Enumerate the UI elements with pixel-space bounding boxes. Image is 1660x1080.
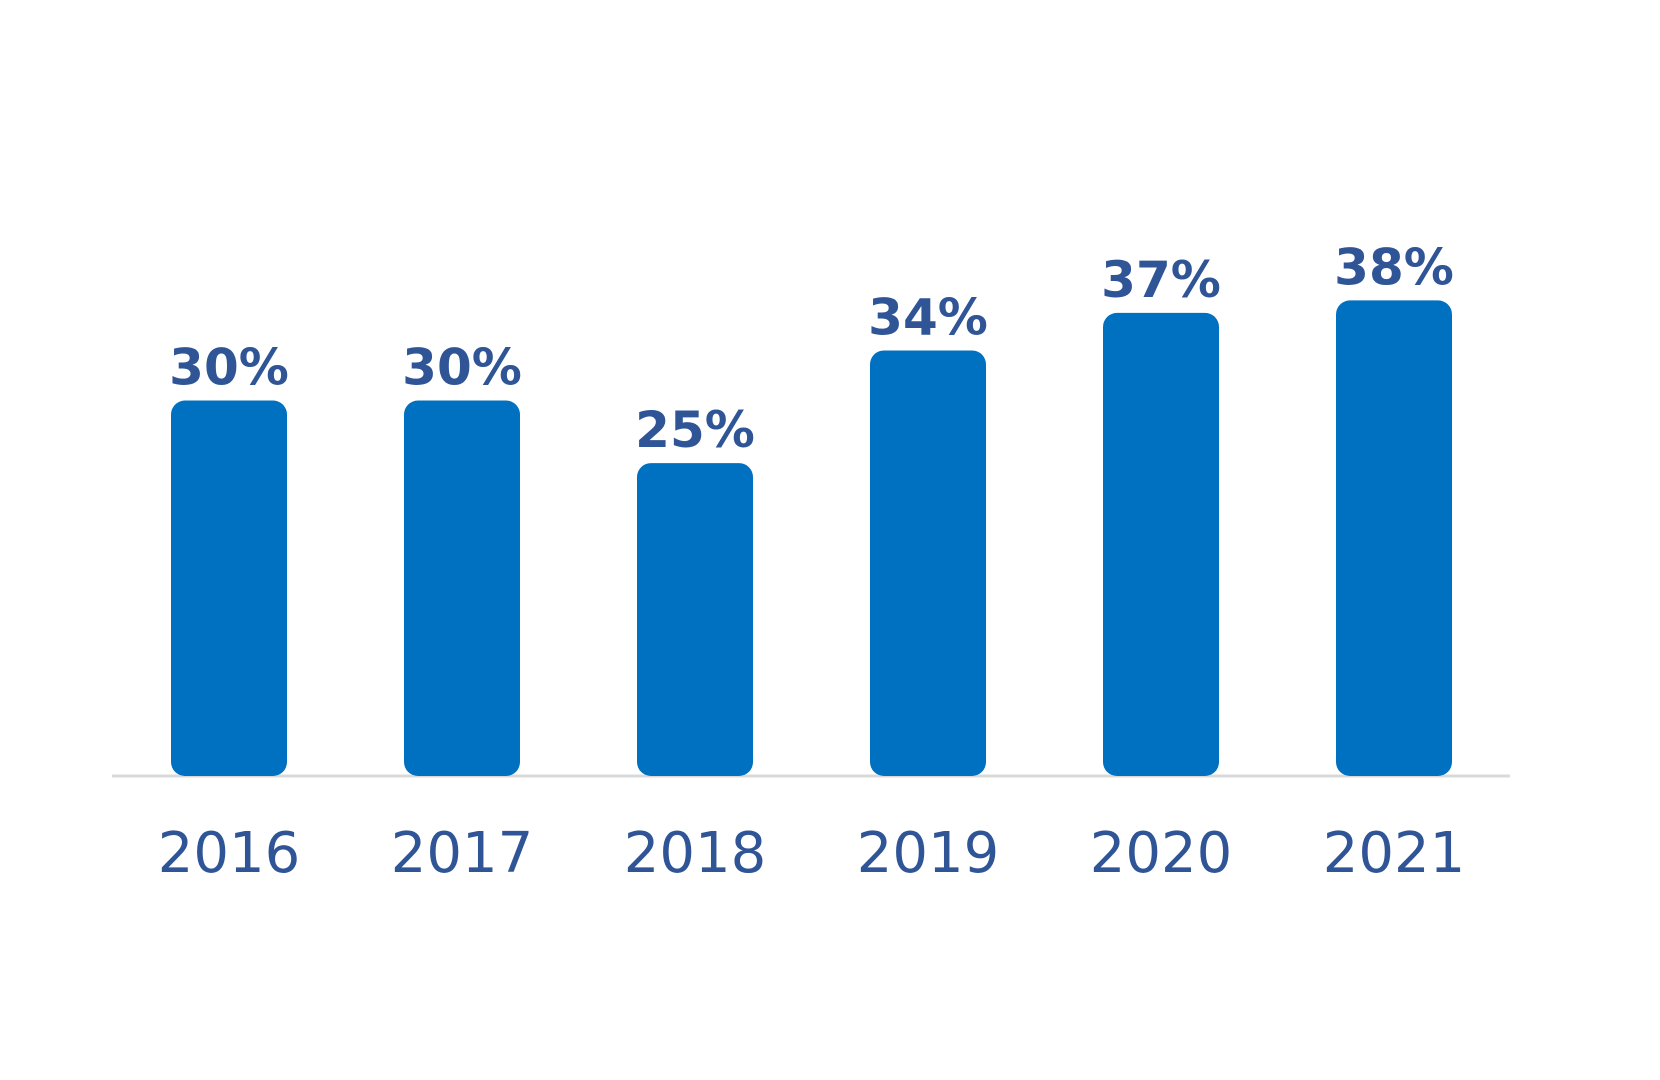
bars-group (171, 300, 1452, 776)
bar-2021 (1336, 300, 1452, 776)
bar-2020 (1103, 312, 1219, 776)
bar-2019 (870, 350, 986, 776)
bar-2016 (171, 400, 287, 776)
value-label-2016: 30% (169, 339, 289, 397)
value-label-2020: 37% (1101, 251, 1221, 309)
x-tick-label-2019: 2019 (857, 821, 1000, 886)
value-labels-group: 30% 30% 25% 34% 37% 38% (169, 238, 1454, 459)
x-tick-labels-group: 2016 2017 2018 2019 2020 2021 (158, 821, 1466, 886)
x-tick-label-2016: 2016 (158, 821, 301, 886)
value-label-2021: 38% (1334, 238, 1454, 296)
x-tick-label-2021: 2021 (1323, 821, 1466, 886)
value-label-2017: 30% (402, 339, 522, 397)
bar-2017 (404, 400, 520, 776)
value-label-2019: 34% (868, 288, 988, 346)
x-tick-label-2020: 2020 (1090, 821, 1233, 886)
value-label-2018: 25% (635, 401, 755, 459)
bar-2018 (637, 463, 753, 776)
x-tick-label-2017: 2017 (391, 821, 534, 886)
x-tick-label-2018: 2018 (624, 821, 767, 886)
